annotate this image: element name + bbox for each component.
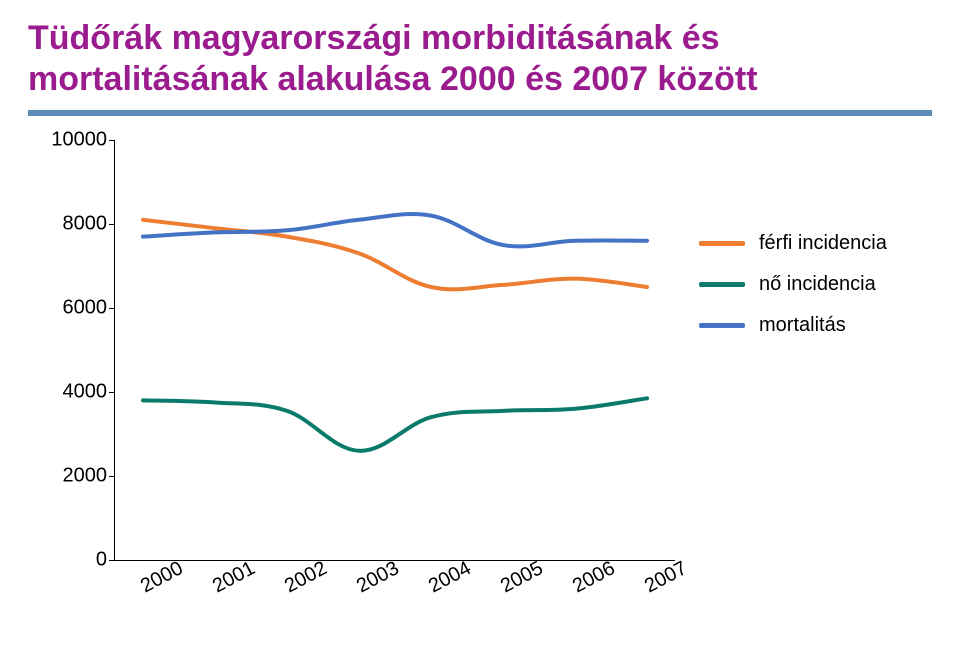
chart-lines	[115, 140, 675, 560]
series-line-no_incidencia	[143, 398, 647, 451]
x-tick-label: 2000	[137, 557, 187, 598]
legend-label: férfi incidencia	[759, 232, 887, 255]
plot-area: 0200040006000800010000200020012002200320…	[114, 140, 675, 561]
legend-swatch	[699, 282, 745, 287]
legend-item-no_incidencia: nő incidencia	[699, 273, 887, 296]
title-divider	[28, 110, 932, 116]
legend-item-mortalitas: mortalitás	[699, 314, 887, 337]
chart-legend: férfi incidencia nő incidencia mortalitás	[699, 232, 887, 355]
y-tick-label: 10000	[51, 128, 115, 151]
series-line-ferfi_incidencia	[143, 219, 647, 289]
legend-swatch	[699, 323, 745, 328]
y-tick-label: 2000	[63, 464, 116, 487]
x-tick-label: 2001	[209, 557, 259, 598]
title-line-2: mortalitásának alakulása 2000 és 2007 kö…	[28, 60, 758, 98]
x-tick-label: 2002	[281, 557, 331, 598]
y-tick-label: 4000	[63, 380, 116, 403]
legend-item-ferfi_incidencia: férfi incidencia	[699, 232, 887, 255]
legend-label: mortalitás	[759, 314, 846, 337]
legend-swatch	[699, 241, 745, 246]
slide-title: Tüdőrák magyarországi morbiditásának és …	[28, 18, 932, 100]
x-tick-label: 2003	[353, 557, 403, 598]
title-line-1: Tüdőrák magyarországi morbiditásának és	[28, 19, 720, 57]
x-tick-label: 2004	[425, 557, 475, 598]
y-tick-label: 6000	[63, 296, 116, 319]
x-tick-label: 2006	[569, 557, 619, 598]
y-tick-label: 8000	[63, 212, 116, 235]
x-tick-label: 2005	[497, 557, 547, 598]
y-tick-mark	[109, 560, 115, 561]
x-tick-label: 2007	[641, 557, 691, 598]
chart-container: 0200040006000800010000200020012002200320…	[114, 140, 675, 561]
legend-label: nő incidencia	[759, 273, 876, 296]
